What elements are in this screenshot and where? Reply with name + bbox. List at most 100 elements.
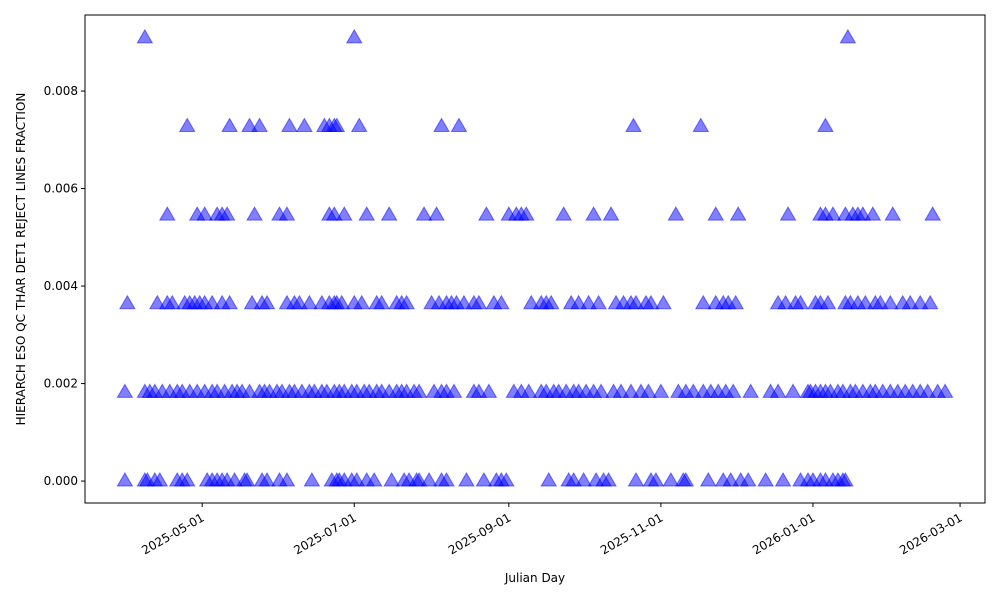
data-point [478, 206, 495, 221]
data-point [241, 117, 258, 132]
data-point [438, 472, 455, 487]
data-point [592, 383, 610, 398]
data-point [919, 383, 937, 398]
data-point [739, 472, 757, 487]
data-point [625, 117, 642, 132]
data-point [600, 472, 617, 487]
data-point [258, 294, 276, 310]
data-point [420, 472, 438, 487]
plot-frame [84, 14, 986, 504]
data-point [328, 117, 346, 132]
data-point [667, 206, 685, 221]
data-point [158, 206, 176, 221]
data-point [178, 472, 196, 487]
data-point [278, 206, 296, 221]
data-point [365, 472, 383, 487]
data-point [470, 383, 488, 398]
data-point [178, 117, 196, 132]
data-point [335, 206, 353, 221]
y-axis-ticks: 0.000 0.002 0.004 0.006 0.008 [44, 84, 85, 488]
data-point [450, 117, 468, 132]
data-point [627, 294, 645, 310]
data-point [221, 294, 238, 310]
data-point [792, 294, 809, 310]
data-point [824, 206, 842, 221]
data-point [243, 294, 261, 310]
data-point [258, 472, 276, 487]
data-point [470, 294, 488, 310]
data-point [727, 294, 745, 310]
data-point [699, 472, 717, 487]
data-points [116, 28, 954, 487]
data-point [662, 472, 680, 487]
data-point [455, 294, 473, 310]
data-point [333, 294, 351, 310]
data-point [497, 472, 515, 487]
data-point [722, 472, 740, 487]
y-tick-label: 0.006 [44, 182, 78, 196]
data-point [148, 294, 166, 310]
data-point [410, 383, 428, 398]
data-point [901, 294, 919, 310]
data-point [856, 294, 874, 310]
data-point [136, 28, 154, 44]
data-point [565, 472, 583, 487]
data-point [769, 383, 787, 398]
data-point [724, 383, 742, 398]
data-point [238, 472, 256, 487]
data-point [522, 294, 540, 310]
data-point [777, 294, 794, 310]
data-point [627, 472, 645, 487]
data-point [871, 294, 889, 310]
data-point [884, 206, 902, 221]
data-point [383, 472, 401, 487]
data-point [517, 206, 535, 221]
y-tick-label: 0.004 [44, 279, 78, 293]
data-point [921, 294, 939, 310]
data-point [590, 294, 607, 310]
data-point [540, 472, 558, 487]
data-point [779, 206, 797, 221]
data-point [203, 294, 221, 310]
data-point [647, 472, 665, 487]
data-point [226, 472, 243, 487]
data-point [692, 117, 710, 132]
data-point [864, 206, 882, 221]
data-point [580, 294, 597, 310]
y-tick-label: 0.002 [44, 377, 78, 391]
data-point [655, 294, 672, 310]
data-point [694, 294, 712, 310]
y-tick-label: 0.000 [44, 474, 78, 488]
data-point [475, 472, 493, 487]
data-point [492, 294, 510, 310]
data-point [296, 117, 313, 132]
data-point [303, 472, 321, 487]
y-tick-label: 0.008 [44, 84, 78, 98]
data-point [677, 472, 695, 487]
data-point [373, 294, 391, 310]
data-point [924, 206, 942, 221]
data-point [729, 206, 747, 221]
data-point [163, 294, 181, 310]
data-point [278, 472, 296, 487]
data-point [642, 294, 660, 310]
data-point [542, 294, 560, 310]
data-point [612, 383, 630, 398]
data-point [433, 117, 450, 132]
data-point [358, 206, 376, 221]
data-point [742, 383, 760, 398]
data-point [350, 117, 368, 132]
data-point [428, 206, 445, 221]
data-point [458, 472, 475, 487]
data-point [246, 206, 263, 221]
data-point [774, 472, 792, 487]
data-point [757, 472, 774, 487]
data-point [640, 383, 657, 398]
data-point [325, 206, 343, 221]
data-point [348, 472, 366, 487]
data-point [345, 28, 363, 44]
data-point [116, 472, 134, 487]
data-point [301, 294, 318, 310]
data-point [684, 383, 702, 398]
